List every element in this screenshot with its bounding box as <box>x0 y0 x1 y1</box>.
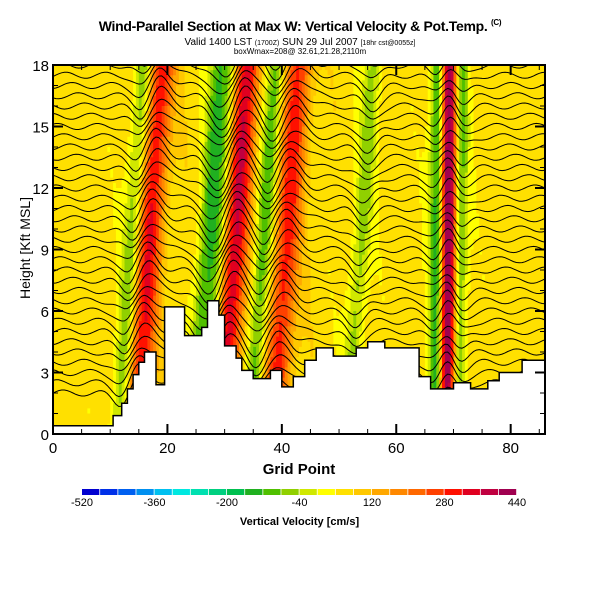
chart-svg: 0 20 40 60 800369121518 -520 -360 -200 -40 120 28… <box>0 0 600 600</box>
